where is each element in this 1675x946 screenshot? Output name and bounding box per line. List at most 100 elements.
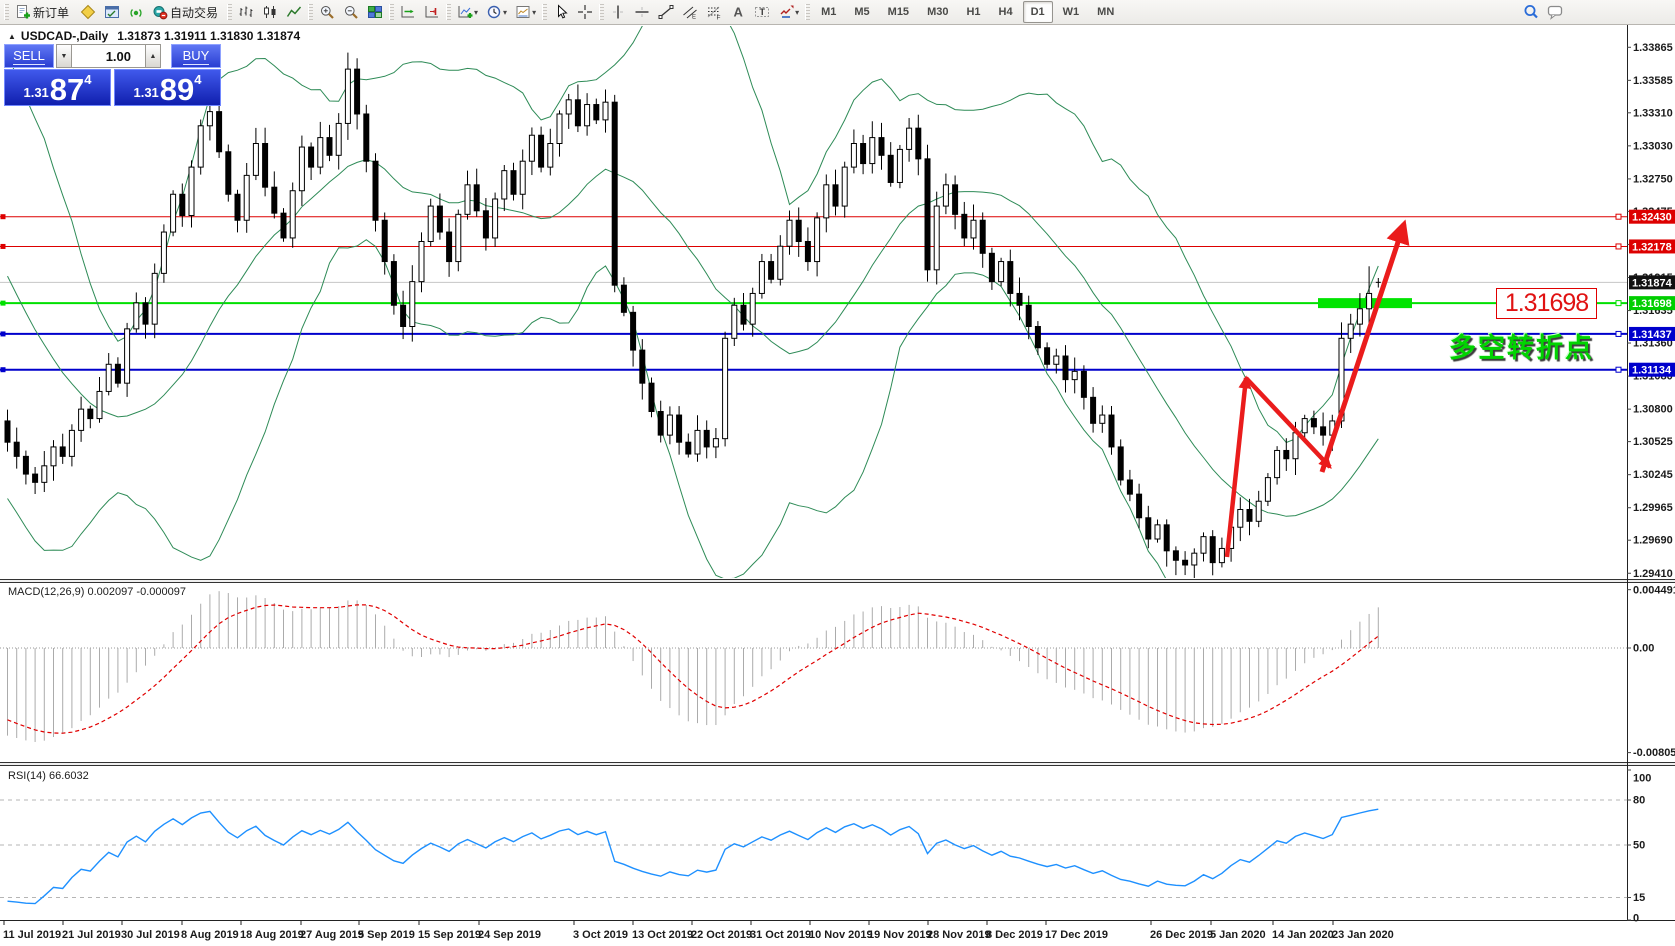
- candle: [133, 292, 140, 333]
- text-label-button[interactable]: T: [751, 1, 773, 23]
- candle-body: [1071, 370, 1078, 381]
- tf-mn-button[interactable]: MN: [1089, 1, 1122, 23]
- autotrading-button[interactable]: 自动交易: [149, 1, 224, 23]
- macd-signal-line: [7, 604, 1379, 734]
- candle-body: [142, 302, 149, 325]
- candle-body: [271, 186, 278, 214]
- candle-body: [988, 252, 995, 283]
- signals-button[interactable]: [125, 1, 147, 23]
- zoom-in-button[interactable]: [316, 1, 338, 23]
- candle: [87, 405, 94, 429]
- candle-body: [639, 349, 646, 384]
- candle-body: [124, 328, 131, 384]
- buy-price-big: 89: [159, 71, 195, 107]
- tf-w1-button[interactable]: W1: [1055, 1, 1088, 23]
- horizontal-line-button[interactable]: [631, 1, 653, 23]
- candle-body: [538, 134, 545, 168]
- date-label: 15 Sep 2019: [418, 929, 481, 941]
- candle-body: [96, 390, 103, 420]
- rsi-panel[interactable]: [0, 799, 1627, 905]
- candle: [1200, 532, 1207, 562]
- fibonacci-button[interactable]: F: [703, 1, 725, 23]
- new-order-button[interactable]: 新订单: [12, 1, 75, 23]
- sell-price-box[interactable]: 1.31 87 4: [4, 69, 111, 106]
- tf-d1-button[interactable]: D1: [1022, 1, 1053, 23]
- date-label: 22 Oct 2019: [691, 929, 752, 941]
- candle-body: [814, 217, 821, 263]
- periods-menu-button[interactable]: ▾: [483, 1, 510, 23]
- tf-m5-button[interactable]: M5: [846, 1, 877, 23]
- vertical-line-button[interactable]: [607, 1, 629, 23]
- chinese-annotation[interactable]: 多空转折点: [1449, 333, 1594, 363]
- collapse-arrow-icon[interactable]: ▲: [8, 31, 16, 41]
- candle: [326, 124, 333, 162]
- zoom-out-button[interactable]: [340, 1, 362, 23]
- divider-main-macd[interactable]: [0, 579, 1675, 583]
- crosshair-button[interactable]: [574, 1, 596, 23]
- volume-input[interactable]: [72, 44, 145, 68]
- tf-m1-button[interactable]: M1: [813, 1, 844, 23]
- search-button[interactable]: [1520, 1, 1542, 23]
- price-tick-label: 1.29410: [1633, 568, 1673, 580]
- divider-macd-rsi[interactable]: [0, 762, 1675, 766]
- toolbar-group-scroll: [396, 0, 444, 25]
- cursor-button[interactable]: [550, 1, 572, 23]
- time-axis[interactable]: 11 Jul 2019 21 Jul 2019 30 Jul 2019 8 Aug 2…: [3, 920, 1394, 941]
- trendline-button[interactable]: [655, 1, 677, 23]
- templates-menu-button[interactable]: ▾: [512, 1, 539, 23]
- volume-decrease-button[interactable]: ▼: [56, 44, 72, 68]
- candle-body: [593, 104, 600, 121]
- green-highlight-box[interactable]: [1318, 298, 1412, 309]
- volume-increase-button[interactable]: ▲: [145, 44, 161, 68]
- tile-windows-button[interactable]: [364, 1, 386, 23]
- candle-body: [979, 219, 986, 254]
- date-label: 14 Jan 2020: [1272, 929, 1334, 941]
- indicators-menu-button[interactable]: ▾: [454, 1, 481, 23]
- candle: [998, 257, 1005, 287]
- date-label: 30 Jul 2019: [121, 929, 180, 941]
- trend-arrow-2[interactable]: [1244, 376, 1332, 469]
- line-chart-button[interactable]: [283, 1, 305, 23]
- candle-body: [694, 429, 701, 455]
- price-callout-label[interactable]: 1.31698: [1496, 288, 1597, 319]
- candle: [1071, 357, 1078, 394]
- candle: [666, 406, 673, 445]
- arrows-menu-button[interactable]: ▾: [775, 1, 802, 23]
- text-button[interactable]: A: [727, 1, 749, 23]
- bar-chart-button[interactable]: [235, 1, 257, 23]
- buy-button[interactable]: BUY: [171, 44, 221, 68]
- candle: [1080, 365, 1087, 410]
- terminal-button[interactable]: [101, 1, 123, 23]
- trend-arrow-1[interactable]: [1224, 375, 1252, 558]
- macd-panel[interactable]: [0, 591, 1627, 742]
- candle-body: [832, 184, 839, 207]
- buy-price-box[interactable]: 1.31 89 4: [114, 69, 221, 106]
- autotrading-label: 自动交易: [170, 5, 219, 20]
- tf-h4-button[interactable]: H4: [991, 1, 1021, 23]
- buy-button-label: BUY: [182, 47, 210, 65]
- price-tag-1.32430: [1629, 209, 1675, 224]
- tf-m30-button[interactable]: M30: [919, 1, 956, 23]
- sell-button[interactable]: SELL: [4, 44, 54, 68]
- auto-scroll-button[interactable]: [397, 1, 419, 23]
- candle-body: [547, 143, 554, 168]
- candlestick-chart-button[interactable]: [259, 1, 281, 23]
- candle-body: [804, 240, 811, 263]
- metaeditor-button[interactable]: [77, 1, 99, 23]
- autotrade-icon: [152, 4, 168, 20]
- equidistant-channel-button[interactable]: E: [679, 1, 701, 23]
- main-panel[interactable]: [0, 0, 1627, 629]
- candle: [243, 162, 250, 233]
- chat-button[interactable]: [1544, 1, 1566, 23]
- candle-body: [59, 446, 66, 457]
- tf-h1-button[interactable]: H1: [958, 1, 988, 23]
- candle: [1191, 548, 1198, 578]
- price-axis[interactable]: 1.33865 1.33585 1.33310 1.33030 1.32750 1.324…: [1627, 42, 1675, 925]
- tf-m15-button[interactable]: M15: [880, 1, 917, 23]
- candle-body: [225, 151, 232, 195]
- trend-arrow-3[interactable]: [1319, 219, 1410, 473]
- toolbar-grip: [227, 4, 233, 20]
- chart-shift-button[interactable]: [421, 1, 443, 23]
